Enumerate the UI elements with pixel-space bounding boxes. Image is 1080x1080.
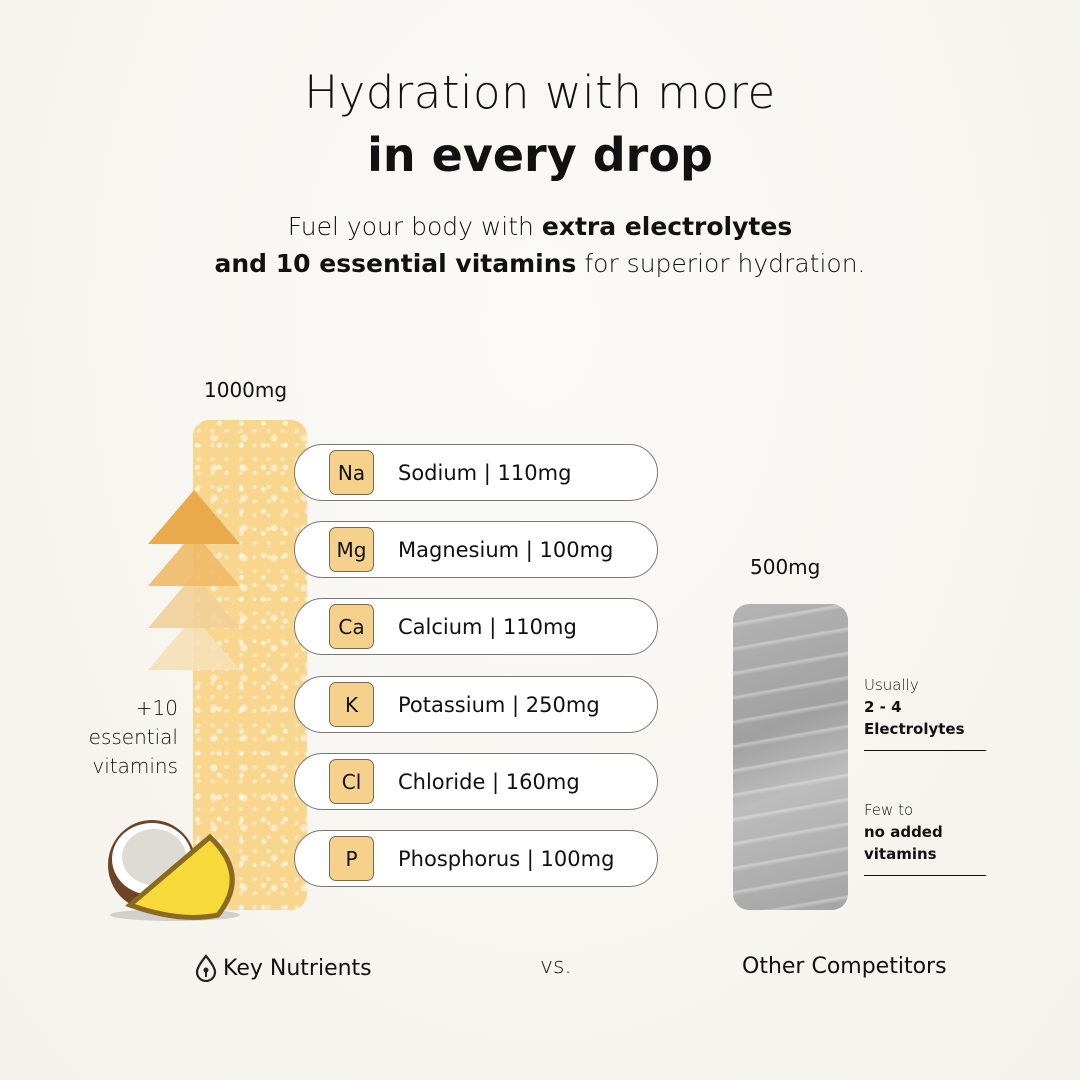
vs-label: vs. (540, 954, 572, 979)
competitors-label: Other Competitors (742, 954, 947, 979)
electrolyte-pill-magnesium: Mg Magnesium | 100mg (294, 521, 658, 578)
subtitle-text: for superior hydration. (576, 249, 866, 278)
note-text: Few to (864, 801, 914, 819)
note-text: Usually (864, 676, 919, 694)
vitamins-count: +10 (135, 696, 178, 720)
subtitle: Fuel your body with extra electrolytes a… (0, 208, 1080, 282)
electrolyte-pill-phosphorus: P Phosphorus | 100mg (294, 830, 658, 887)
vitamins-text: essential (88, 725, 178, 749)
vitamins-label: +10 essential vitamins (60, 694, 178, 781)
electrolyte-label: Magnesium | 100mg (398, 537, 614, 562)
note-bold: vitamins (864, 845, 937, 863)
brand-label: Key Nutrients (195, 954, 372, 982)
competitors-bar (733, 604, 848, 910)
note-bold: no added (864, 823, 943, 841)
electrolyte-pill-chloride: Cl Chloride | 160mg (294, 753, 658, 810)
electrolyte-label: Sodium | 110mg (398, 460, 572, 485)
title-line-2: in every drop (367, 128, 713, 182)
vitamins-text: vitamins (92, 754, 178, 778)
title-line-1: Hydration with more (304, 66, 776, 119)
electrolyte-label: Potassium | 250mg (398, 692, 600, 717)
competitors-total: 500mg (750, 555, 821, 579)
electrolyte-pill-calcium: Ca Calcium | 110mg (294, 598, 658, 655)
electrolyte-label: Calcium | 110mg (398, 614, 577, 639)
electrolyte-pill-potassium: K Potassium | 250mg (294, 676, 658, 733)
drop-keyhole-icon (195, 954, 217, 982)
electrolyte-label: Phosphorus | 100mg (398, 846, 615, 871)
element-badge: K (329, 682, 374, 727)
note-bold: 2 - 4 (864, 698, 902, 716)
element-badge: P (329, 836, 374, 881)
up-arrows-icon (148, 490, 240, 670)
element-badge: Na (329, 450, 374, 495)
competitor-note-electrolytes: Usually 2 - 4 Electrolytes (864, 674, 986, 751)
electrolyte-pill-sodium: Na Sodium | 110mg (294, 444, 658, 501)
element-badge: Ca (329, 604, 374, 649)
coconut-pineapple-image (108, 820, 240, 921)
element-badge: Cl (329, 759, 374, 804)
subtitle-bold: extra electrolytes (541, 212, 793, 241)
competitor-note-vitamins: Few to no added vitamins (864, 799, 986, 876)
element-badge: Mg (329, 527, 374, 572)
subtitle-bold: and 10 essential vitamins (214, 249, 577, 278)
note-bold: Electrolytes (864, 720, 965, 738)
brand-name: Key Nutrients (223, 955, 372, 981)
electrolyte-label: Chloride | 160mg (398, 769, 580, 794)
subtitle-text: Fuel your body with (287, 212, 542, 241)
key-nutrients-bar (193, 420, 307, 910)
key-nutrients-total: 1000mg (204, 378, 288, 402)
